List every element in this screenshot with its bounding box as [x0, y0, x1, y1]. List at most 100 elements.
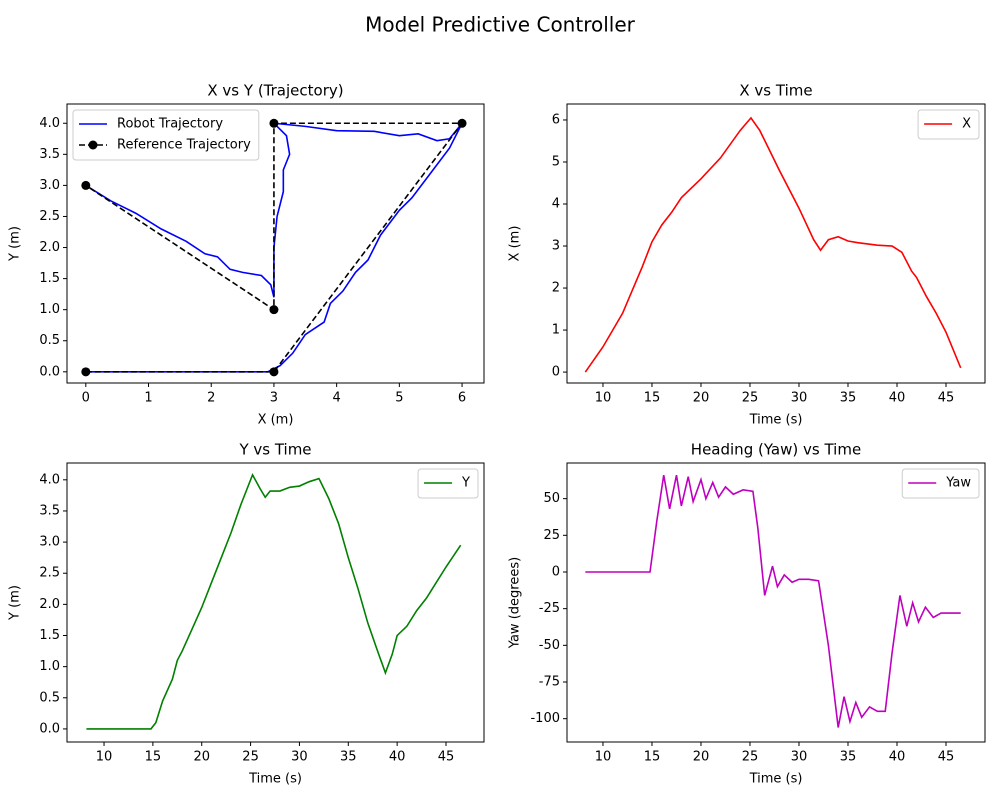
axes-frame [566, 103, 986, 384]
legend-label: Yaw [945, 476, 971, 491]
x-tick-label: 25 [742, 750, 759, 765]
x-tick-label: 1 [144, 391, 152, 406]
y-tick-label: 0 [552, 365, 560, 380]
x-tick-label: 30 [791, 750, 808, 765]
x-tick-label: 45 [938, 750, 955, 765]
subplot: Heading (Yaw) vs Time Time (s) Yaw (degree… [508, 441, 986, 787]
y-tick-label: 0.0 [39, 364, 60, 379]
legend: Y [417, 468, 479, 499]
series-line [86, 472, 462, 730]
y-tick-label: 0 [552, 564, 560, 579]
legend: X [917, 109, 980, 140]
x-tick-label: 45 [438, 750, 455, 765]
y-tick-label: 4.0 [39, 472, 60, 487]
legend-label: Robot Trajectory [117, 117, 223, 132]
x-tick-label: 10 [595, 750, 612, 765]
x-tick-label: 40 [389, 750, 406, 765]
series-line [85, 122, 463, 373]
x-tick-label: 30 [791, 391, 808, 406]
x-tick-label: 40 [889, 750, 906, 765]
y-tick-label: 2.5 [39, 209, 60, 224]
x-tick-label: 3 [270, 391, 278, 406]
x-tick-label: 10 [595, 391, 612, 406]
y-tick-label: 3 [552, 239, 560, 254]
y-tick-label: 3.0 [39, 535, 60, 550]
axes-frame [566, 462, 986, 743]
y-tick-label: 0.0 [39, 721, 60, 736]
x-tick-label: 35 [340, 750, 357, 765]
x-tick-label: 40 [889, 391, 906, 406]
x-tick-label: 5 [395, 391, 403, 406]
y-tick-label: 3.5 [39, 147, 60, 162]
subplot-title: Heading (Yaw) vs Time [691, 441, 861, 459]
y-tick-label: 0.5 [39, 690, 60, 705]
x-tick-label: 15 [644, 391, 661, 406]
subplot: Y vs Time Time (s) Y (m) 10 15 20 25 30 35 40 45 0.… [8, 441, 485, 787]
x-tick-label: 0 [82, 391, 90, 406]
y-tick-label: 4.0 [39, 116, 60, 131]
x-tick-label: 20 [193, 750, 210, 765]
x-axis-label: X (m) [258, 413, 294, 428]
legend-label: Reference Trajectory [117, 138, 251, 153]
series-line [584, 116, 962, 373]
series-marker [269, 305, 279, 315]
y-tick-label: 1.5 [39, 271, 60, 286]
legend-marker [88, 140, 98, 150]
y-tick-label: 6 [552, 112, 560, 127]
y-tick-label: 2 [552, 281, 560, 296]
legend: Yaw [901, 468, 980, 499]
y-tick-label: 1.0 [39, 302, 60, 317]
x-tick-label: 25 [242, 750, 259, 765]
x-tick-label: 2 [207, 391, 215, 406]
series-marker [269, 367, 279, 377]
y-tick-label: 5 [552, 154, 560, 169]
x-tick-label: 20 [693, 391, 710, 406]
y-tick-label: 2.5 [39, 566, 60, 581]
x-tick-label: 35 [840, 391, 857, 406]
y-tick-label: 1.0 [39, 659, 60, 674]
y-tick-label: -100 [530, 711, 560, 726]
x-tick-label: 15 [145, 750, 162, 765]
y-axis-label: Y (m) [8, 226, 23, 262]
legend: Robot Trajectory Reference Trajectory [72, 109, 260, 161]
y-tick-label: 2.0 [39, 597, 60, 612]
legend-label: X [962, 117, 971, 132]
y-tick-label: 4 [552, 197, 560, 212]
subplot-title: X vs Time [739, 82, 812, 100]
x-tick-label: 15 [644, 750, 661, 765]
y-tick-label: 50 [543, 491, 560, 506]
subplot-title: X vs Y (Trajectory) [207, 82, 343, 100]
x-tick-label: 4 [332, 391, 340, 406]
y-axis-label: Yaw (degrees) [508, 557, 523, 649]
x-axis-label: Time (s) [749, 772, 803, 787]
y-tick-label: 3.5 [39, 503, 60, 518]
x-axis-label: Time (s) [749, 413, 803, 428]
x-tick-label: 30 [291, 750, 308, 765]
y-axis-label: X (m) [508, 226, 523, 262]
x-tick-label: 20 [693, 750, 710, 765]
x-tick-label: 35 [840, 750, 857, 765]
subplot: X vs Y (Trajectory) X (m) Y (m) 0 1 2 3 4 5 6 0.0 0… [8, 82, 485, 428]
subplot-title: Y vs Time [238, 441, 311, 459]
x-tick-label: 10 [96, 750, 113, 765]
x-tick-label: 25 [742, 391, 759, 406]
legend-box [901, 468, 980, 499]
x-axis-label: Time (s) [248, 772, 302, 787]
series-line [85, 122, 464, 373]
y-tick-label: 3.0 [39, 178, 60, 193]
y-tick-label: 2.0 [39, 240, 60, 255]
series-marker [81, 367, 91, 377]
y-tick-label: 1.5 [39, 628, 60, 643]
y-tick-label: 25 [543, 528, 560, 543]
y-tick-label: -25 [539, 601, 560, 616]
series-line [585, 475, 961, 728]
x-tick-label: 6 [458, 391, 466, 406]
series-marker [269, 118, 279, 128]
y-tick-label: 0.5 [39, 333, 60, 348]
axes-frame [66, 462, 485, 743]
y-tick-label: -50 [539, 638, 560, 653]
y-tick-label: -75 [539, 675, 560, 690]
series-marker [457, 118, 467, 128]
axes-frame [66, 103, 485, 384]
